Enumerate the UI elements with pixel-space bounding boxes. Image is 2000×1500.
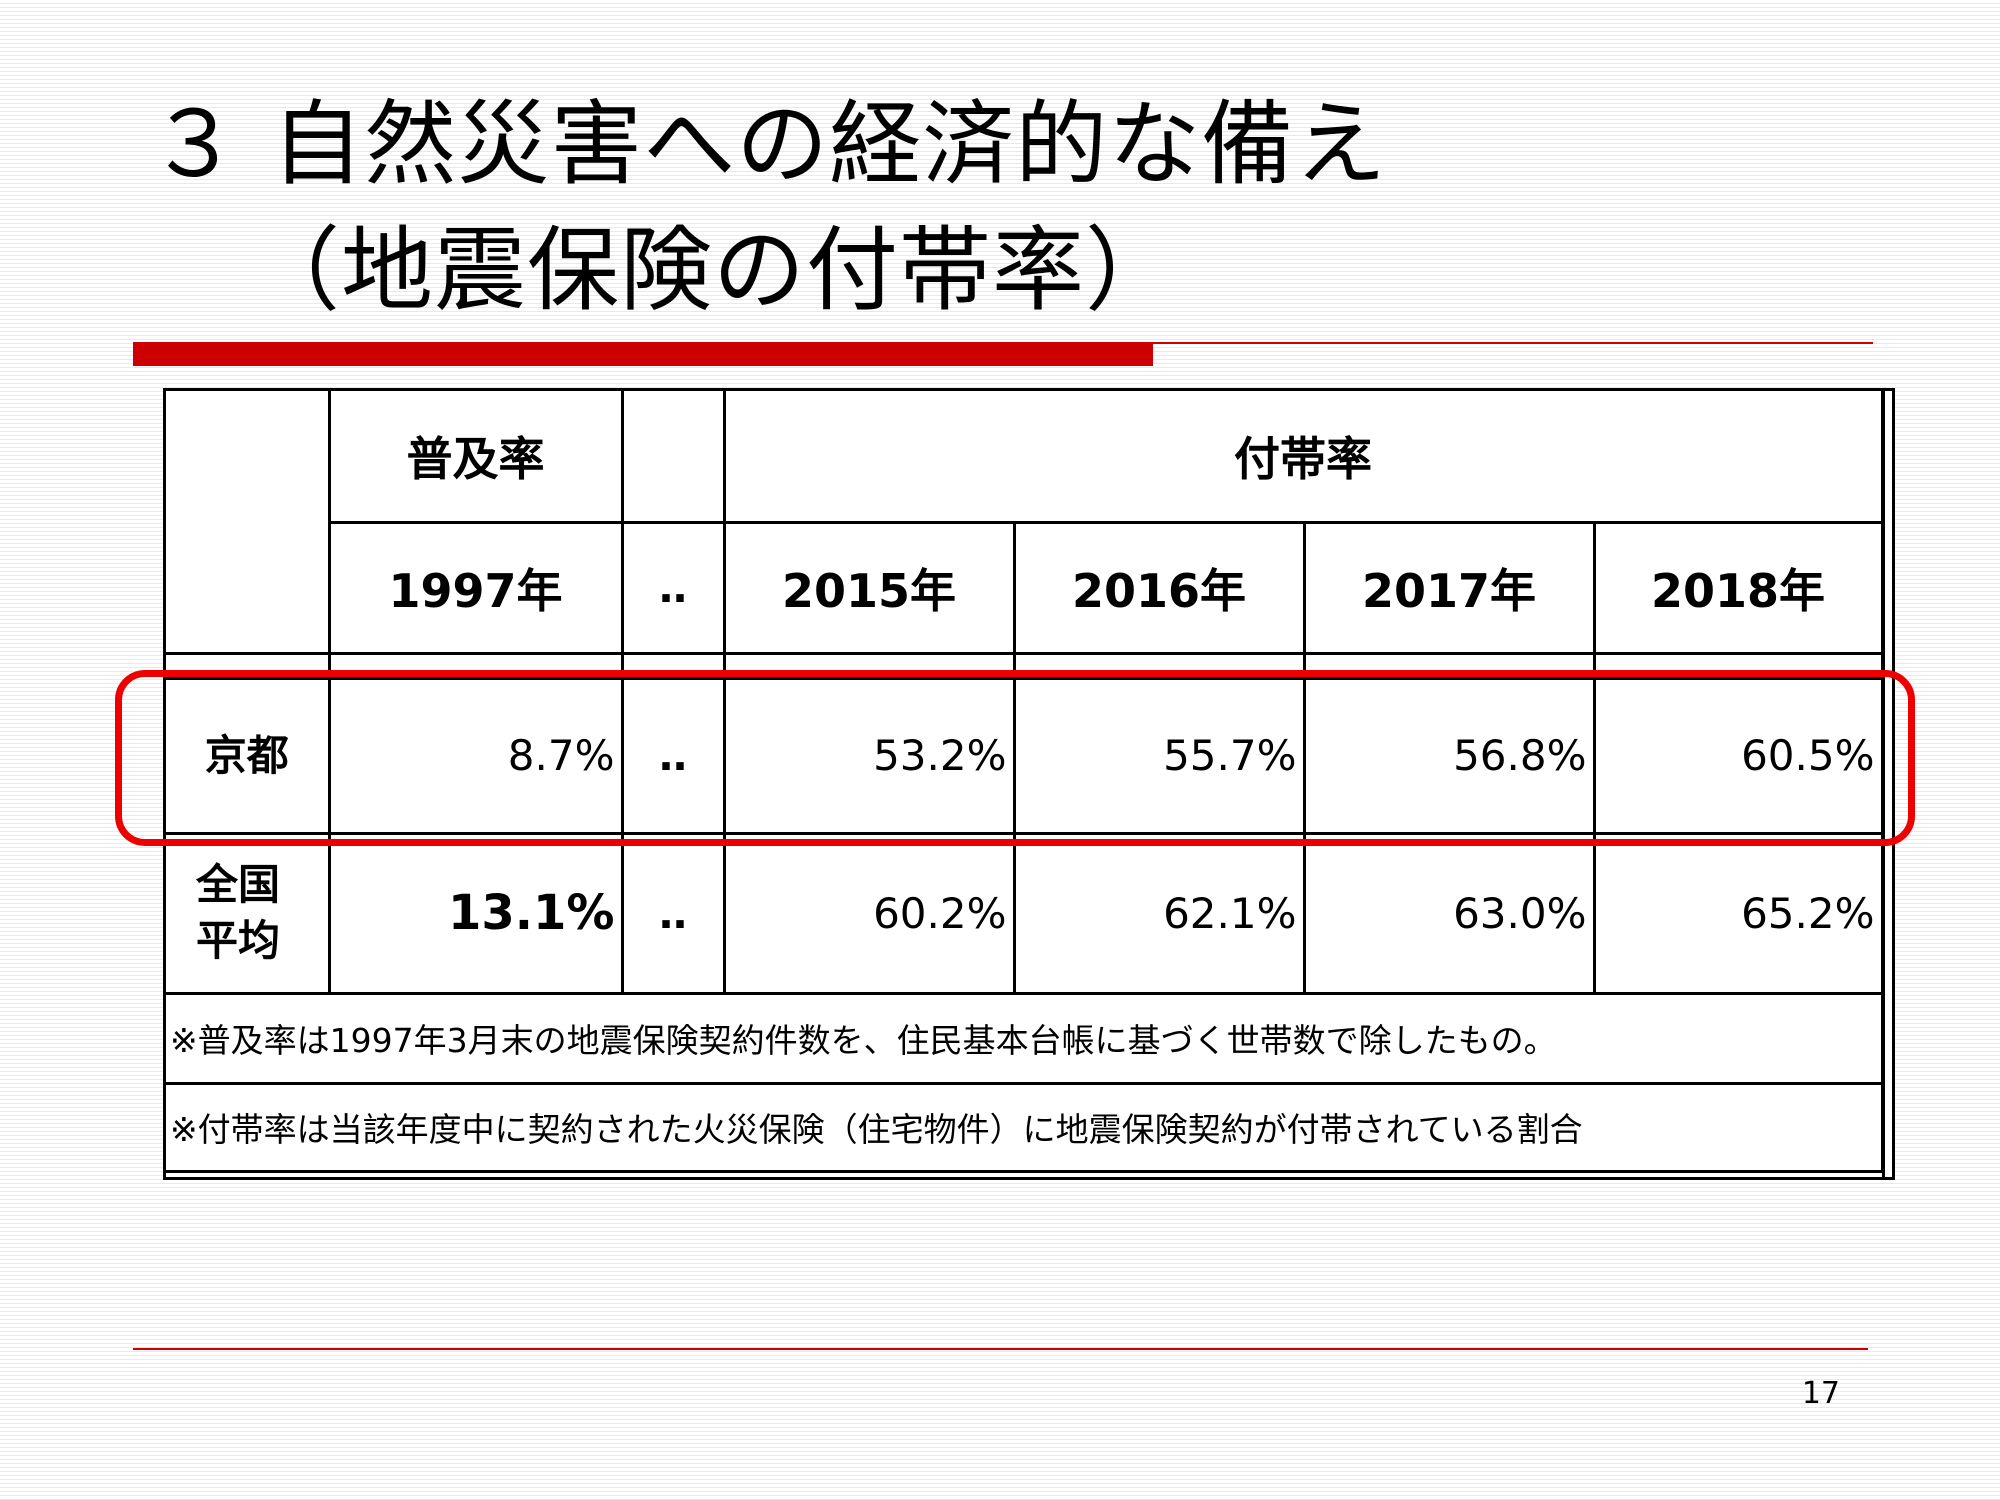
- year-1997: 1997年: [329, 520, 624, 655]
- note-fukyu: ※普及率は1997年3月末の地震保険契約件数を、住民基本台帳に基づく世帯数で除し…: [166, 991, 1884, 1085]
- header-futai: 付帯率: [722, 391, 1884, 524]
- kyoto-highlight-box: [115, 670, 1915, 846]
- note-futai: ※付帯率は当該年度中に契約された火災保険（住宅物件）に地震保険契約が付帯されてい…: [166, 1081, 1884, 1173]
- title-underline-thick: [133, 342, 1153, 366]
- title-line-2: （地震保険の付帯率）: [248, 217, 1179, 324]
- kyoto-2015: 53.2%: [722, 676, 1016, 835]
- kyoto-2016: 55.7%: [1012, 676, 1306, 835]
- national-2016: 62.1%: [1012, 831, 1306, 995]
- header-gap-cell: [620, 391, 726, 524]
- row-label-national: 全国平均: [166, 831, 331, 995]
- national-2015: 60.2%: [722, 831, 1016, 995]
- year-2016: 2016年: [1012, 520, 1306, 655]
- row-label-national-text: 全国平均: [196, 860, 281, 965]
- year-2015: 2015年: [722, 520, 1016, 655]
- year-2018: 2018年: [1592, 520, 1884, 655]
- row-label-kyoto: 京都: [166, 676, 331, 835]
- year-2017: 2017年: [1302, 520, 1596, 655]
- corner-cell: [166, 391, 331, 655]
- national-2018: 65.2%: [1592, 831, 1884, 995]
- kyoto-ellipsis: ‥: [620, 676, 726, 835]
- page-number: 17: [1801, 1376, 1840, 1411]
- table-right-border: [1882, 391, 1892, 1177]
- title-line-1: ３ 自然災害への経済的な備え: [148, 91, 1388, 198]
- footer-line: [133, 1348, 1868, 1350]
- kyoto-1997: 8.7%: [327, 676, 624, 835]
- kyoto-2018: 60.5%: [1592, 676, 1884, 835]
- table-row-kyoto: 京都 8.7% ‥ 53.2% 55.7% 56.8% 60.5%: [166, 676, 1884, 835]
- title-underline-thin: [1153, 342, 1873, 344]
- national-1997: 13.1%: [327, 831, 624, 995]
- table-row-national: 全国平均 13.1% ‥ 60.2% 62.1% 63.0% 65.2%: [166, 831, 1884, 995]
- kyoto-2017: 56.8%: [1302, 676, 1596, 835]
- header-fukyu: 普及率: [327, 391, 624, 524]
- year-ellipsis: ‥: [620, 520, 726, 655]
- national-2017: 63.0%: [1302, 831, 1596, 995]
- national-ellipsis: ‥: [620, 831, 726, 995]
- page-title: ３ 自然災害への経済的な備え （地震保険の付帯率）: [148, 86, 1387, 330]
